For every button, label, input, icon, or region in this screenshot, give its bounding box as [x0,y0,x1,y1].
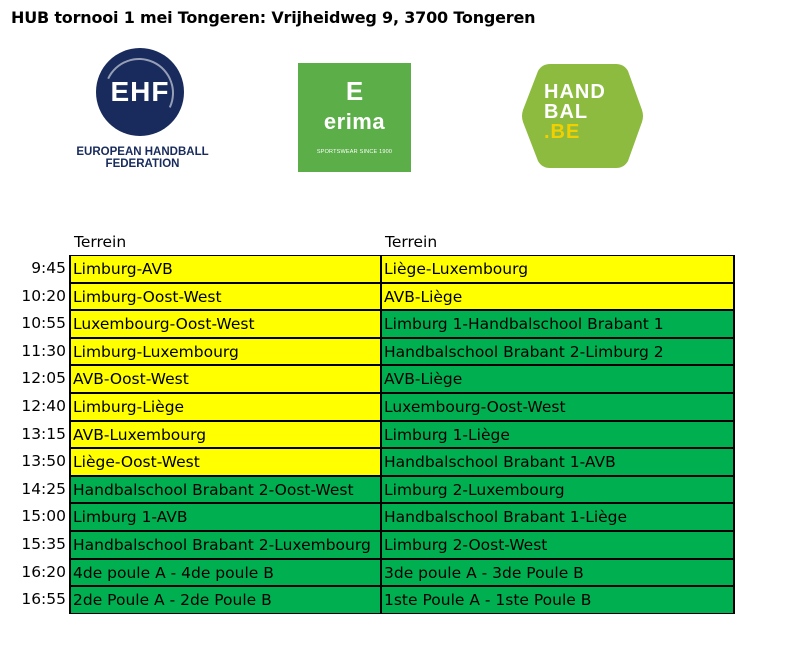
handbal-hexagon-icon [522,64,643,168]
terrein-2-match: Limburg 1-Liège [380,420,735,449]
terrein-1-match: AVB-Luxembourg [69,420,380,449]
header-terrein-1: Terrein 1 [74,233,127,275]
time-cell: 16:20 [21,562,66,581]
time-cell: 15:35 [21,535,66,553]
erima-wordmark: erima [323,109,386,134]
terrein-2-match: Limburg 2-Oost-West [380,531,735,559]
handbal-line1: HAND [544,81,606,103]
erima-logo: E erima SPORTSWEAR SINCE 1900 [298,63,411,172]
terrein-2-match: 3de poule A - 3de Poule B [380,558,735,587]
terrein-1-match: Handbalschool Brabant 2-Luxembourg [69,531,380,559]
terrein-2-match: Limburg 2-Luxembourg [380,475,735,504]
handbal-line3: .BE [544,121,581,143]
time-cell: 15:00 [21,507,66,526]
terrein-2-match: AVB-Liège [380,282,735,311]
ehf-line2: FEDERATION [105,158,180,170]
terrein-2-match: Handbalschool Brabant 2-Limburg 2 [380,337,735,366]
terrein-2-match: AVB-Liège [380,365,735,393]
terrein-1-match: Limburg 1-AVB [69,503,380,531]
terrein-2-match: 1ste Poule A - 1ste Poule B [380,586,735,614]
time-cell: 12:40 [21,397,66,415]
page-title: HUB tornooi 1 mei Tongeren: Vrijheidweg … [11,8,536,27]
terrein-2-match: Handbalschool Brabant 1-Liège [380,503,735,531]
terrein-1-match: Luxembourg-Oost-West [69,310,380,338]
terrein-2-match: Limburg 1-Handbalschool Brabant 1 [380,310,735,338]
terrein-1-match: Limburg-Liège [69,393,380,421]
erima-mark-icon: E [345,76,364,106]
handbal-wordmark: HAND BAL .BE [544,82,606,142]
time-cell: 9:45 [31,259,66,277]
terrein-1-match: Limburg-Oost-West [69,282,380,311]
terrein-1-match: Liège-Oost-West [69,448,380,476]
terrein-1-match: 2de Poule A - 2de Poule B [69,586,380,614]
terrein-1-match: AVB-Oost-West [69,365,380,393]
ehf-logo: EHF EUROPEAN HANDBALL FEDERATION [60,48,225,176]
ehf-mark: EHF [110,76,170,107]
terrein-2-match: Luxembourg-Oost-West [380,393,735,421]
time-cell: 16:55 [21,590,66,609]
time-cell: 13:15 [21,424,66,443]
terrein-2-match: Handbalschool Brabant 1-AVB [380,448,735,476]
time-cell: 13:50 [21,452,66,471]
ehf-emblem: EHF [96,48,184,136]
time-cell: 11:30 [21,341,66,360]
ehf-wordmark: EUROPEAN HANDBALL FEDERATION [60,146,225,170]
handbal-be-logo: HAND BAL .BE [520,60,644,172]
time-cell: 10:55 [21,314,66,333]
header-terrein-2: Terrein 2 [385,233,438,275]
time-cell: 12:05 [21,369,66,388]
erima-tagline: SPORTSWEAR SINCE 1900 [316,149,393,155]
time-cell: 10:20 [21,286,66,305]
terrein-1-match: Limburg-Luxembourg [69,337,380,366]
terrein-1-match: Limburg-AVB [69,255,380,283]
terrein-2-match: Liège-Luxembourg [380,255,735,283]
terrein-1-match: 4de poule A - 4de poule B [69,558,380,587]
terrein-1-match: Handbalschool Brabant 2-Oost-West [69,475,380,504]
ehf-line1: EUROPEAN HANDBALL [76,146,209,158]
handbal-line2: BAL [544,101,589,123]
time-cell: 14:25 [21,479,66,498]
